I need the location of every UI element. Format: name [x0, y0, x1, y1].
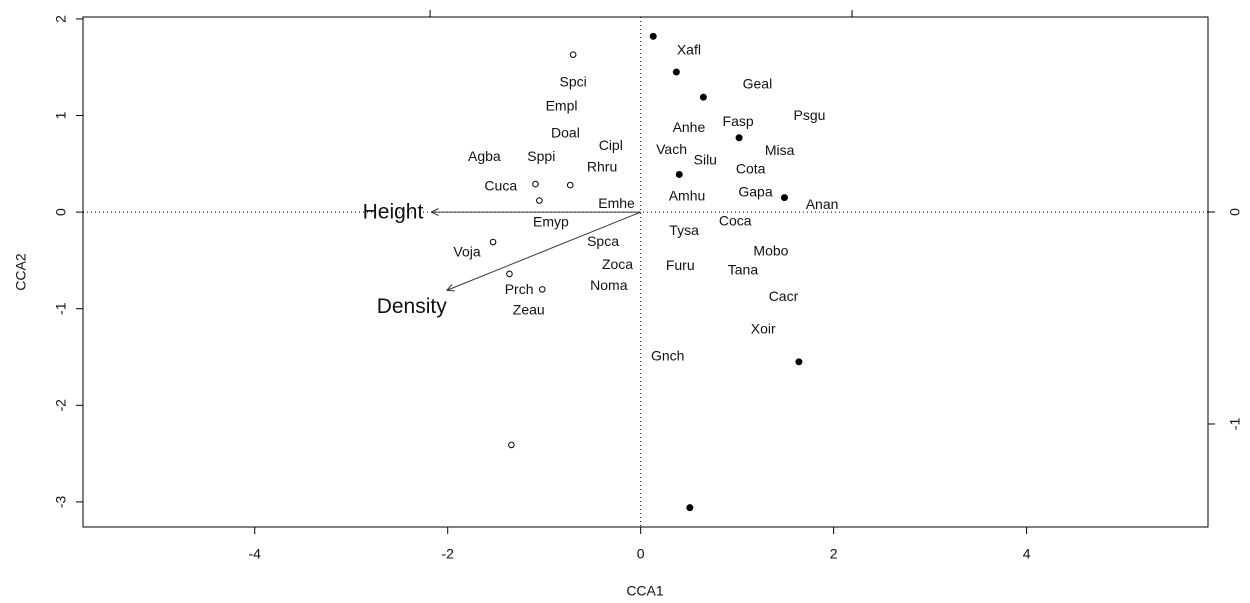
- species-label: Silu: [694, 152, 717, 168]
- arrow-head: [431, 208, 439, 213]
- x-tick-label: -4: [249, 546, 262, 562]
- point: [532, 180, 539, 188]
- point: [780, 194, 788, 202]
- y-tick-label: 0: [53, 208, 69, 216]
- species-label: Emyp: [533, 213, 569, 229]
- point: [536, 197, 543, 204]
- x-tick-label: 0: [637, 546, 645, 562]
- species-label: Spca: [587, 233, 619, 249]
- y-axis-label: CCA2: [13, 253, 29, 291]
- arrow: [446, 211, 641, 291]
- point: [538, 286, 546, 293]
- species-label: Psgu: [794, 107, 826, 123]
- species-label: Doal: [551, 125, 580, 141]
- species-label: Anhe: [673, 119, 706, 135]
- species-label: Gnch: [651, 348, 684, 364]
- species-label: Emhe: [598, 195, 635, 211]
- species-label: Noma: [590, 277, 628, 293]
- species-label: Cota: [736, 160, 766, 176]
- y2-tick-label: -1: [1227, 418, 1243, 431]
- point: [795, 358, 803, 366]
- species-label: Rhru: [587, 158, 617, 174]
- arrow-label: Height: [363, 201, 424, 224]
- point: [686, 504, 694, 512]
- y-tick-label: -2: [53, 399, 69, 412]
- species-label: Tana: [728, 262, 759, 278]
- species-label: Zoca: [602, 256, 633, 272]
- point: [566, 181, 574, 189]
- species-label: Amhu: [669, 187, 706, 203]
- y2-tick-label: 0: [1227, 208, 1243, 216]
- species-label: Cuca: [484, 178, 517, 194]
- species-label: Tysa: [669, 222, 699, 238]
- x-axis-label: CCA1: [626, 583, 664, 599]
- point: [649, 32, 657, 40]
- species-label: Gapa: [738, 183, 772, 199]
- point: [569, 51, 577, 58]
- x-tick-label: 2: [830, 546, 838, 562]
- point: [506, 270, 513, 278]
- y-tick-label: -3: [53, 495, 69, 508]
- point: [489, 238, 497, 246]
- species-label: Zeau: [513, 301, 545, 317]
- species-label: Spci: [560, 73, 587, 89]
- species-label: Fasp: [723, 113, 754, 129]
- species-label: Coca: [719, 212, 752, 228]
- point: [508, 441, 515, 449]
- plot-frame: [82, 16, 1209, 528]
- species-label: Cipl: [599, 137, 623, 153]
- species-label: Empl: [546, 98, 578, 114]
- species-label: Furu: [666, 257, 695, 273]
- species-label: Misa: [765, 142, 795, 158]
- point: [735, 134, 743, 142]
- arrow-label: Density: [377, 295, 448, 318]
- species-label: Anan: [806, 196, 839, 212]
- species-label: Voja: [453, 243, 480, 259]
- point: [675, 170, 683, 178]
- species-label: Geal: [743, 75, 773, 91]
- x-tick-label: 4: [1023, 546, 1031, 562]
- species-label: Sppi: [527, 148, 555, 164]
- species-label: Vach: [656, 141, 687, 157]
- y-tick-label: 2: [53, 15, 69, 23]
- species-label: Agba: [468, 148, 501, 164]
- point: [672, 68, 680, 76]
- arrow-head: [446, 289, 455, 292]
- species-label: Xafl: [677, 42, 701, 58]
- arrow-head: [446, 284, 453, 291]
- y-tick-label: -1: [53, 302, 69, 315]
- x-tick-label: -2: [441, 546, 454, 562]
- species-label: Cacr: [769, 288, 799, 304]
- species-label: Mobo: [753, 242, 788, 258]
- y-tick-label: 1: [53, 111, 69, 119]
- point: [699, 93, 707, 101]
- arrow-head: [431, 211, 439, 217]
- species-label: Prch: [505, 281, 534, 297]
- species-label: Xoir: [751, 321, 776, 337]
